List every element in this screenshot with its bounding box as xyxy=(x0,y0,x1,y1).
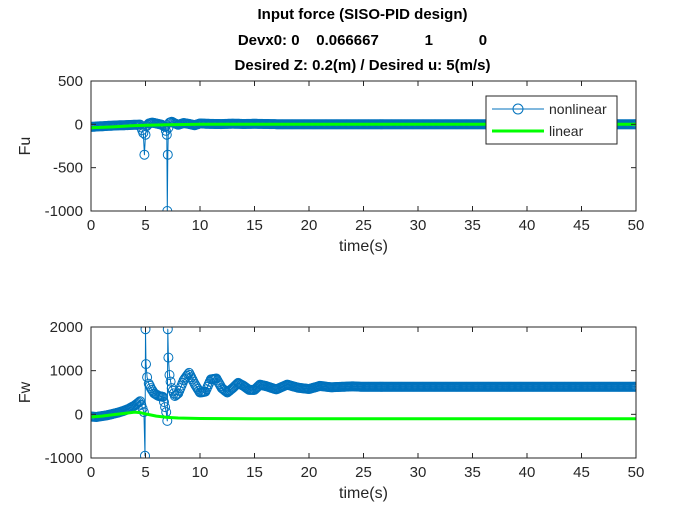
fw-series-nonlinear-marker xyxy=(163,352,174,363)
figure-title-line-2: Devx0: 0 0.066667 1 0 xyxy=(237,32,488,49)
fw-series-nonlinear-marker xyxy=(140,327,151,335)
fw-x-tick-label: 25 xyxy=(355,464,372,481)
fw-series-nonlinear-marker xyxy=(164,370,175,380)
fw-y-tick-label: -1000 xyxy=(45,450,83,467)
fw-series-linear-line xyxy=(91,410,636,421)
fw-series-nonlinear-marker xyxy=(629,381,636,392)
fu-series-linear-line xyxy=(91,122,636,130)
fu-x-tick-label: 50 xyxy=(628,217,645,234)
fu-y-tick-label: -1000 xyxy=(45,203,83,220)
fu-x-tick-label: 40 xyxy=(519,217,536,234)
fw-x-tick-label: 5 xyxy=(141,464,149,481)
fu-series-nonlinear-marker xyxy=(162,206,173,211)
fw-x-tick-label: 0 xyxy=(87,464,95,481)
fw-series-nonlinear-marker xyxy=(160,402,171,413)
fw-series-nonlinear-marker xyxy=(159,397,169,407)
fw-x-tick-label: 35 xyxy=(464,464,481,481)
fu-legend-box xyxy=(485,95,618,145)
fu-x-tick-label: 15 xyxy=(246,217,263,234)
fw-y-axis-label: Fw xyxy=(17,381,34,403)
fw-x-tick-label: 20 xyxy=(301,464,318,481)
fu-x-tick-label: 20 xyxy=(301,217,318,234)
fw-x-tick-label: 10 xyxy=(192,464,209,481)
fw-series-nonlinear-marker xyxy=(172,389,183,400)
fu-legend: nonlinear linear xyxy=(485,95,618,145)
fu-y-tick-label: -500 xyxy=(53,160,83,177)
fw-series-nonlinear-marker xyxy=(134,397,144,408)
figure-title-line-1: Input force (SISO-PID design) xyxy=(257,6,468,23)
fu-x-tick-label: 25 xyxy=(355,217,372,234)
fu-y-axis-label: Fu xyxy=(17,137,34,156)
fw-y-tick-label: 0 xyxy=(75,406,83,423)
fw-series-nonlinear-marker xyxy=(141,359,151,370)
fu-legend-label-nonlinear: nonlinear xyxy=(549,101,607,117)
fu-legend-label-linear: linear xyxy=(549,123,584,139)
fu-y-tick-label: 500 xyxy=(58,73,83,90)
fu-x-tick-label: 45 xyxy=(573,217,590,234)
fw-series-nonlinear-marker xyxy=(156,391,167,402)
fu-x-tick-label: 10 xyxy=(192,217,209,234)
fw-x-tick-label: 50 xyxy=(628,464,645,481)
fw-x-axis-label: time(s) xyxy=(339,485,388,502)
fw-series-nonlinear-marker xyxy=(162,327,173,335)
fu-chart: 0 5 10 15 20 25 30 35 40 45 50 -1000 -500 0 500 time(s)… xyxy=(17,73,645,255)
fw-y-tick-label: 1000 xyxy=(50,363,83,380)
figure-title-line-3: Desired Z: 0.2(m) / Desired u: 5(m/s) xyxy=(234,57,491,74)
fw-series-nonlinear-marker xyxy=(165,376,176,387)
fw-x-tick-label: 15 xyxy=(246,464,263,481)
fw-series-nonlinear-marker xyxy=(140,450,150,458)
fw-series-nonlinear-marker xyxy=(219,384,229,395)
fw-x-tick-label: 30 xyxy=(410,464,427,481)
fw-series-group xyxy=(91,327,636,458)
fu-series-nonlinear-marker xyxy=(139,149,150,160)
fw-x-tick-label: 45 xyxy=(573,464,590,481)
fu-legend-marker-nonlinear xyxy=(512,103,524,115)
fw-series-nonlinear-marker xyxy=(199,386,210,397)
fu-x-axis-label: time(s) xyxy=(339,238,388,255)
fw-series-nonlinear-marker xyxy=(187,374,198,385)
fu-series-nonlinear-marker xyxy=(162,149,173,160)
fu-y-tick-label: 0 xyxy=(75,116,83,133)
fw-x-tick-label: 40 xyxy=(519,464,536,481)
fu-x-tick-label: 0 xyxy=(87,217,95,234)
fw-series-nonlinear-marker xyxy=(190,380,201,391)
fu-x-tick-label: 5 xyxy=(141,217,149,234)
fu-x-tick-label: 35 xyxy=(464,217,481,234)
fw-series-nonlinear-marker xyxy=(142,372,153,383)
fu-series-group xyxy=(91,116,636,211)
fw-series-nonlinear-marker xyxy=(202,381,213,392)
fw-y-tick-label: 2000 xyxy=(50,319,83,336)
fu-x-tick-label: 30 xyxy=(410,217,427,234)
